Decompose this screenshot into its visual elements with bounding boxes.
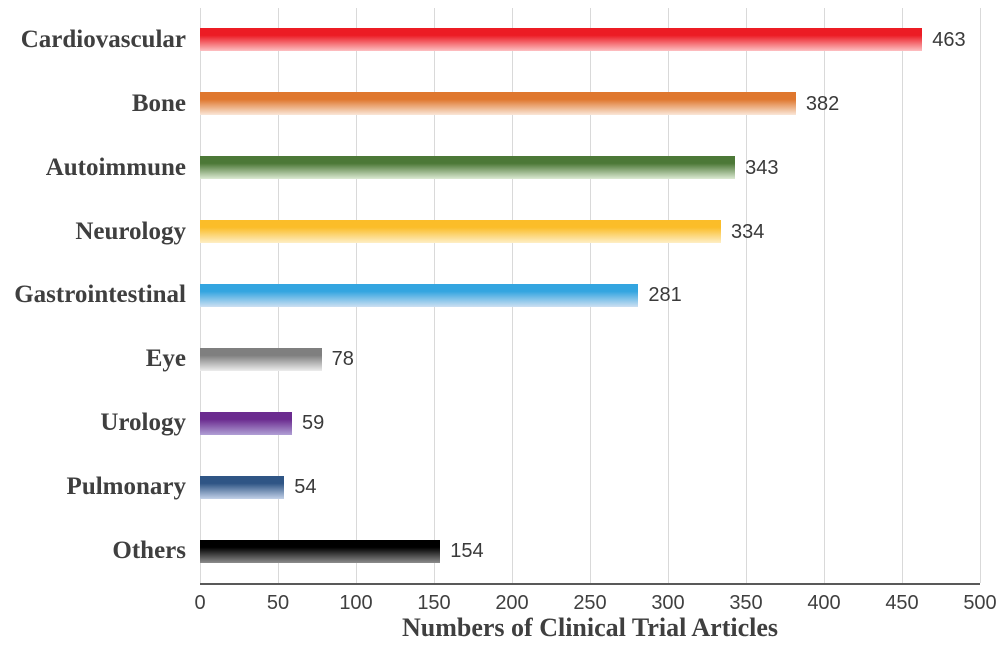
bar-row: 59 <box>200 391 980 455</box>
bar-row: 78 <box>200 327 980 391</box>
category-label-eye: Eye <box>145 345 186 373</box>
bar-row: 343 <box>200 136 980 200</box>
gridline <box>979 8 981 583</box>
x-tick-label: 200 <box>495 592 529 614</box>
category-label-pulmonary: Pulmonary <box>66 473 186 501</box>
bar-neurology <box>200 220 722 244</box>
gridline <box>667 8 669 583</box>
x-tick-label: 450 <box>885 592 919 614</box>
gridline <box>901 8 903 583</box>
category-axis-labels: Cardiovascular Bone Autoimmune Neurology Gas… <box>0 8 186 583</box>
bar-row: 281 <box>200 264 980 328</box>
x-tick-label: 150 <box>417 592 451 614</box>
x-axis-title: Numbers of Clinical Trial Articles <box>402 613 778 642</box>
bar-row: 54 <box>200 455 980 519</box>
x-tick-label: 300 <box>651 592 685 614</box>
x-axis-tick-labels: 0 50 100 150 200 250 300 350 400 450 500 <box>194 592 996 616</box>
bar-gastrointestinal <box>200 283 639 307</box>
category-label-others: Others <box>112 537 186 565</box>
x-tick-label: 250 <box>573 592 607 614</box>
bar-cardiovascular <box>200 28 923 52</box>
bar-pulmonary <box>200 475 285 499</box>
x-tick-label: 100 <box>339 592 373 614</box>
category-label-urology: Urology <box>100 409 186 437</box>
value-label: 463 <box>932 28 966 51</box>
bar-bone <box>200 92 796 116</box>
value-label: 343 <box>745 156 779 179</box>
category-label-autoimmune: Autoimmune <box>45 153 186 181</box>
value-label: 78 <box>331 348 354 371</box>
value-label: 54 <box>294 476 317 499</box>
category-label-bone: Bone <box>131 89 186 117</box>
value-label: 382 <box>805 92 840 115</box>
gridline <box>823 8 825 583</box>
value-label: 281 <box>648 284 682 307</box>
category-label-gastrointestinal: Gastrointestinal <box>14 281 186 309</box>
x-tick-label: 500 <box>963 592 997 614</box>
bar-row: 154 <box>200 519 980 583</box>
bar-autoimmune <box>200 156 736 180</box>
x-tick-label: 400 <box>807 592 841 614</box>
category-label-cardiovascular: Cardiovascular <box>20 25 186 53</box>
value-label: 154 <box>450 540 484 563</box>
bar-row: 334 <box>200 200 980 264</box>
x-tick-label: 50 <box>266 592 290 614</box>
bar-others <box>200 539 441 563</box>
bar-row: 463 <box>200 8 980 72</box>
category-label-neurology: Neurology <box>75 217 186 245</box>
x-tick-label: 0 <box>194 592 206 614</box>
value-label: 334 <box>731 220 765 243</box>
bar-eye <box>200 347 322 371</box>
x-tick-label: 350 <box>729 592 763 614</box>
bar-row: 382 <box>200 72 980 136</box>
plot-area: 463 382 343 334 281 78 59 54 154 <box>199 8 981 585</box>
bar-urology <box>200 411 293 435</box>
value-label: 59 <box>302 412 325 435</box>
gridline <box>745 8 747 583</box>
